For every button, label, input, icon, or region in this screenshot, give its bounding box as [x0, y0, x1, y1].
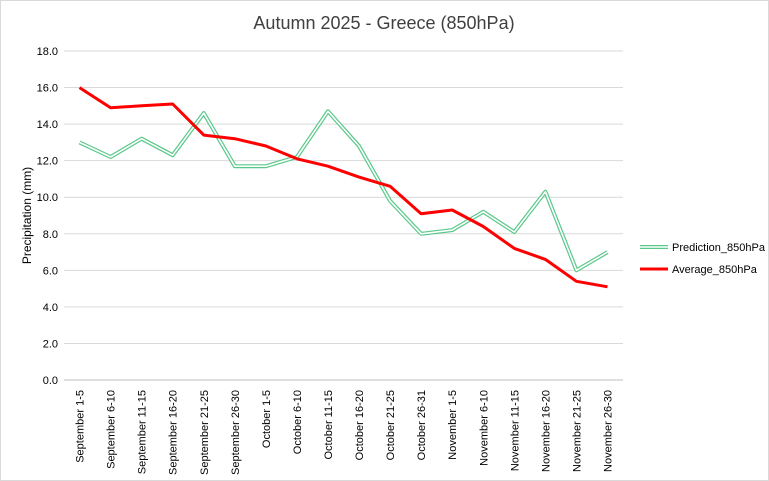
y-tick-label: 4.0 — [43, 302, 58, 314]
x-tick-label: November 21-25 — [571, 390, 583, 472]
x-tick-label: September 11-15 — [137, 390, 149, 474]
x-tick-label: September 1-5 — [75, 390, 87, 463]
y-tick-label: 10.0 — [37, 192, 58, 204]
x-tick-label: September 21-25 — [199, 390, 211, 475]
y-tick-label: 16.0 — [37, 83, 58, 95]
y-tick-label: 18.0 — [37, 46, 58, 58]
x-tick-label: November 1-5 — [447, 390, 459, 460]
y-tick-label: 2.0 — [43, 338, 58, 350]
y-tick-label: 0.0 — [43, 375, 58, 387]
legend-label: Average_850hPa — [672, 264, 758, 276]
x-tick-label: November 26-30 — [602, 390, 614, 472]
x-tick-label: October 21-25 — [385, 390, 397, 460]
series-average-850hpa — [78, 86, 608, 289]
y-tick-label: 12.0 — [37, 156, 58, 168]
x-axis-tick-labels: September 1-5 September 6-10 September 11-… — [75, 390, 615, 475]
legend: Prediction_850hPa Average_850hPa — [640, 242, 766, 276]
series-line-inner — [79, 110, 608, 272]
x-tick-label: November 16-20 — [540, 390, 552, 472]
y-axis-tick-labels: 0.0 2.0 4.0 6.0 8.0 10.0 12.0 14.0 16.0 18.0 — [37, 46, 58, 387]
x-tick-label: November 11-15 — [509, 390, 521, 471]
series-lines — [78, 86, 609, 289]
y-tick-label: 8.0 — [43, 229, 58, 241]
gridlines — [64, 50, 623, 344]
series-prediction-850hpa — [78, 109, 609, 273]
legend-item: Prediction_850hPa — [640, 242, 766, 254]
legend-item: Average_850hPa — [640, 264, 758, 276]
x-tick-label: November 6-10 — [478, 390, 490, 466]
x-tick-label: September 26-30 — [230, 390, 242, 475]
series-line — [78, 86, 608, 289]
x-tick-label: October 16-20 — [354, 390, 366, 460]
x-tick-label: October 6-10 — [292, 390, 304, 454]
legend-label: Prediction_850hPa — [672, 242, 766, 254]
y-axis-title: Precipitation (mm) — [20, 167, 34, 264]
x-tick-label: October 1-5 — [261, 390, 273, 448]
x-tick-label: October 11-15 — [323, 390, 335, 460]
x-tick-label: September 6-10 — [106, 390, 118, 469]
y-tick-label: 14.0 — [37, 119, 58, 131]
series-line — [78, 109, 609, 273]
x-tick-label: October 26-31 — [416, 390, 428, 460]
x-tick-label: September 16-20 — [168, 390, 180, 475]
y-tick-label: 6.0 — [43, 265, 58, 277]
chart-title: Autumn 2025 - Greece (850hPa) — [253, 13, 514, 33]
